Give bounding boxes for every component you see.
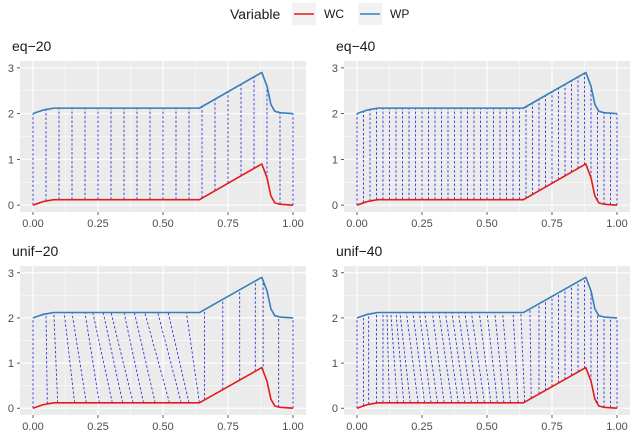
x-tick-label: 0.75 [217,218,238,230]
legend-label-wc: WC [324,7,344,21]
y-tick-label: 2 [332,109,338,121]
y-tick-label: 0 [332,403,338,415]
connector-line [529,308,532,399]
facet-panel: unif−20 0.00 0.25 0.50 0.75 1.00 0 1 2 3 [8,243,306,433]
facet-title: eq−20 [12,38,52,54]
y-tick-label: 1 [8,154,14,166]
facet-panel: unif−40 0.00 0.25 0.50 0.75 1.00 0 1 2 3 [332,243,630,433]
facet-title: unif−20 [12,243,59,259]
x-tick-label: 0.25 [87,421,108,433]
connector-line [458,312,472,403]
x-tick-label: 0.00 [22,218,43,230]
series-line-wc [32,366,294,410]
connector-line [486,312,498,403]
x-tick-label: 0.25 [87,218,108,230]
connector-line [71,312,87,403]
connector-line [395,312,405,403]
series-line-wp [356,71,618,115]
connector-line [445,312,459,403]
series-line-wc [356,163,618,206]
x-tick-label: 0.50 [152,421,173,433]
x-tick-label: 0.00 [22,421,43,433]
connector-line [438,312,453,403]
x-tick-label: 0.50 [476,421,497,433]
connector-line [123,312,144,403]
connector-line [63,312,75,403]
y-tick-label: 1 [8,358,14,370]
y-tick-label: 0 [332,200,338,212]
connector-line [390,312,398,403]
connector-line [157,312,182,403]
legend-item-wp: WP [358,3,409,25]
connector-line [110,312,134,403]
y-tick-label: 2 [8,109,14,121]
connector-line [102,312,124,403]
x-tick-label: 1.00 [606,421,627,433]
y-tick-label: 3 [332,63,338,75]
x-tick-label: 0.75 [541,218,562,230]
y-tick-label: 2 [332,313,338,325]
series-line-wc [32,163,294,206]
x-tick-label: 0.75 [541,421,562,433]
y-tick-label: 3 [8,63,14,75]
x-tick-label: 1.00 [282,218,303,230]
connector-line [134,312,156,403]
facet-title: eq−40 [336,38,376,54]
connector-line [478,312,492,403]
legend: Variable WC WP [230,3,409,25]
connector-line [167,312,190,403]
x-tick-label: 0.00 [346,421,367,433]
y-tick-label: 3 [8,268,14,280]
x-tick-label: 0.75 [217,421,238,433]
x-tick-label: 0.25 [411,218,432,230]
series-line-wp [32,276,294,319]
connector-line [432,312,445,403]
connector-line [45,313,48,404]
x-tick-label: 0.00 [346,218,367,230]
facet-panels: eq−20 0.00 0.25 0.50 0.75 1.00 0 1 2 3 eq−40 0.00 0.… [8,38,630,433]
connector-line [464,312,479,403]
connector-line [399,312,411,403]
connector-line [53,312,59,403]
legend-label-wp: WP [390,7,409,21]
connector-line [471,312,485,403]
connector-line [144,312,170,403]
y-tick-label: 1 [332,154,338,166]
x-tick-label: 0.25 [411,421,432,433]
connector-line [502,312,511,403]
legend-title: Variable [230,6,281,22]
connector-line [512,312,519,403]
connector-line [451,312,466,403]
y-tick-label: 0 [8,403,14,415]
connector-line [186,312,200,403]
connector-line [520,312,526,403]
series-line-wp [32,71,294,115]
facet-title: unif−40 [336,243,383,259]
y-tick-label: 3 [332,268,338,280]
series-line-wc [356,366,618,410]
y-tick-label: 0 [8,200,14,212]
facet-panel: eq−40 0.00 0.25 0.50 0.75 1.00 0 1 2 3 [332,38,630,230]
x-tick-label: 1.00 [606,218,627,230]
connector-line [419,312,432,403]
y-tick-label: 1 [332,358,338,370]
x-tick-label: 0.50 [476,218,497,230]
connector-line [92,312,113,403]
connector-line [84,312,100,403]
x-tick-label: 0.50 [152,218,173,230]
legend-item-wc: WC [292,3,344,25]
connector-line [494,312,505,403]
connector-line [412,312,425,403]
connector-line [406,312,419,403]
connector-line [386,312,390,403]
x-tick-label: 1.00 [282,421,303,433]
series-line-wp [356,276,618,319]
connector-line [424,312,438,403]
y-tick-label: 2 [8,313,14,325]
facet-panel: eq−20 0.00 0.25 0.50 0.75 1.00 0 1 2 3 [8,38,306,230]
